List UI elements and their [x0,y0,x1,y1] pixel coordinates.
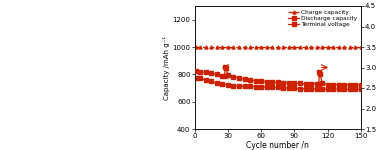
X-axis label: Cycle number /n: Cycle number /n [246,141,309,150]
Legend: Charge capacity, Discharge capacity, Terminal voltage: Charge capacity, Discharge capacity, Ter… [287,9,358,28]
Y-axis label: Capacity /mAh g⁻¹: Capacity /mAh g⁻¹ [163,35,170,100]
